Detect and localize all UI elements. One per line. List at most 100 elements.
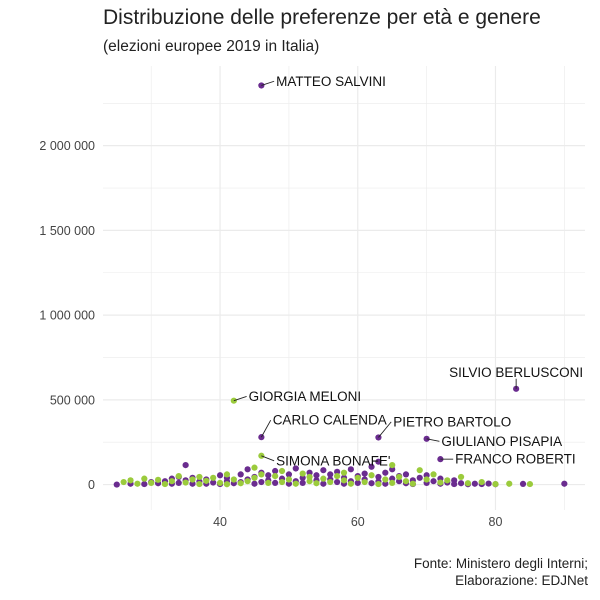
male-point [375,458,382,465]
female-point [437,479,444,486]
male-point [347,466,354,473]
female-point [382,476,389,483]
male-point [141,480,148,488]
female-point [340,477,348,484]
male-point [299,474,306,481]
male-point [189,480,196,487]
male-point [299,479,306,486]
annotation-leader [378,421,392,438]
female-point [141,475,148,482]
male-point [471,480,478,487]
female-point [127,477,134,484]
male-point [368,463,375,470]
annotation-label: GIORGIA MELONI [249,389,362,404]
male-point [430,478,437,485]
caption-credit: Elaborazione: EDJNet [455,573,588,588]
female-point [230,397,237,404]
y-tick-label: 2 000 000 [39,139,95,153]
male-point [354,479,361,486]
annotation-leader [260,419,272,438]
male-point [395,478,403,485]
x-tick-label: 40 [213,515,227,529]
female-point [354,474,361,481]
point-annotations: MATTEO SALVINI SILVIO BERLUSCONI GIORGIA M… [233,74,583,468]
female-point [251,464,258,471]
female-point [292,480,299,487]
female-point [148,479,155,486]
male-point [210,479,217,486]
female-point [161,480,169,488]
female-point [223,481,231,488]
male-point [368,480,375,487]
female-point [327,478,334,486]
female-point [265,479,272,486]
female-point [210,474,217,481]
female-point [464,480,472,487]
female-point [175,473,182,480]
female-point [368,472,375,479]
female-point [306,478,313,485]
female-point [216,479,224,486]
male-point [182,461,189,469]
y-tick-label: 1 500 000 [39,224,95,238]
male-point [485,480,492,487]
male-point [272,479,279,486]
annotation-label: GIULIANO PISAPIA [441,434,562,449]
female-point [444,477,451,484]
chart-caption: Fonte: Ministero degli Interni; Elaboraz… [414,555,588,589]
annotation-leader [261,455,275,462]
female-point [182,479,189,486]
female-point [478,478,485,486]
female-point [299,470,306,477]
male-point [265,472,272,479]
female-point [285,476,293,483]
male-point [285,471,293,478]
female-point [134,480,141,487]
annotation-label: FRANCO ROBERTI [455,452,576,467]
male-point [175,479,182,486]
female-point [416,467,423,474]
y-tick-label: 1 000 000 [39,309,95,323]
male-point [382,469,389,476]
male-point [285,480,293,487]
female-point [340,469,348,476]
female-point [196,480,203,488]
annotation-label: SIMONA BONAFE' [276,453,390,468]
female-point [120,478,127,486]
female-point [320,475,327,482]
female-point [306,473,313,481]
female-point [334,473,341,480]
annotation-leader [233,396,247,402]
male-point [334,468,341,475]
male-point [451,477,458,484]
y-tick-label: 0 [88,478,95,492]
female-point [395,473,403,481]
male-point [457,480,465,487]
female-point [196,473,203,481]
male-point [382,480,389,487]
female-point [203,477,210,484]
female-point [223,471,231,478]
female-point [347,480,354,487]
male-point [258,478,265,486]
annotation-label: PIETRO BARTOLO [393,414,511,429]
male-point [320,467,327,474]
male-point [519,480,527,488]
male-point [244,466,251,473]
x-tick-label: 60 [351,515,365,529]
female-point [430,471,437,478]
y-tick-label: 500 000 [50,393,95,407]
annotation-label: SILVIO BERLUSCONI [449,365,583,380]
annotation-leader [426,438,440,442]
female-point [278,478,286,486]
male-point [402,471,410,478]
male-point [389,466,396,473]
female-point [230,476,237,483]
male-point [272,467,279,475]
male-point [251,480,258,487]
female-point [258,471,265,478]
male-point [389,475,396,482]
grid-lines [103,66,585,510]
female-point [189,476,196,483]
x-tick-label: 80 [489,515,503,529]
